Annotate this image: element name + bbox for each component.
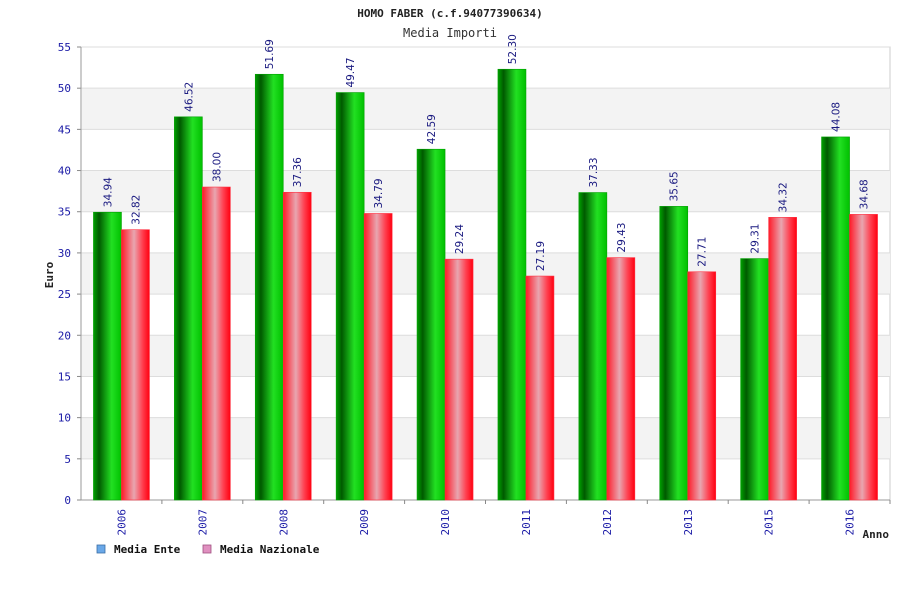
x-tick-label-2007: 2007 bbox=[196, 509, 209, 536]
x-tick-label-2009: 2009 bbox=[358, 509, 371, 536]
legend-swatch-media-ente bbox=[96, 544, 106, 554]
data-label-media-ente-2009: 49.47 bbox=[345, 57, 357, 87]
bar-media-nazionale-2010 bbox=[444, 258, 474, 501]
grid-band bbox=[82, 88, 890, 130]
bar-media-ente-2012 bbox=[578, 192, 608, 501]
y-tick-label: 40 bbox=[58, 165, 71, 178]
bar-media-ente-2015 bbox=[740, 258, 769, 501]
bar-media-ente-2007 bbox=[174, 116, 203, 501]
y-tick-label: 5 bbox=[64, 453, 71, 466]
bar-media-ente-2010 bbox=[416, 148, 446, 501]
x-tick-label-2015: 2015 bbox=[763, 509, 776, 536]
bar-media-nazionale-2015 bbox=[768, 217, 797, 501]
legend-label-media-ente: Media Ente bbox=[114, 543, 181, 556]
bar-media-nazionale-2012 bbox=[606, 257, 636, 501]
bar-media-nazionale-2009 bbox=[363, 213, 393, 501]
bar-media-nazionale-2006 bbox=[121, 229, 150, 501]
y-axis-label: Euro bbox=[43, 261, 56, 288]
y-tick-label: 20 bbox=[58, 329, 71, 342]
data-label-media-ente-2008: 51.69 bbox=[264, 39, 276, 69]
bar-media-nazionale-2007 bbox=[202, 186, 231, 501]
x-tick-label-2011: 2011 bbox=[520, 509, 533, 536]
bar-media-ente-2016 bbox=[821, 136, 850, 501]
bar-media-ente-2011 bbox=[497, 68, 527, 501]
y-tick-label: 50 bbox=[58, 82, 71, 95]
y-tick-label: 30 bbox=[58, 247, 71, 260]
y-tick-label: 25 bbox=[58, 288, 71, 301]
data-label-media-nazionale-2009: 34.79 bbox=[373, 178, 385, 208]
legend-swatch-media-nazionale bbox=[202, 544, 212, 554]
data-label-media-nazionale-2012: 29.43 bbox=[616, 223, 628, 253]
legend-label-media-nazionale: Media Nazionale bbox=[220, 543, 320, 556]
bar-media-ente-2008 bbox=[254, 73, 284, 501]
y-tick-label: 35 bbox=[58, 206, 71, 219]
bar-media-ente-2006 bbox=[93, 211, 122, 501]
y-tick-label: 10 bbox=[58, 412, 71, 425]
data-label-media-nazionale-2008: 37.36 bbox=[292, 157, 304, 187]
chart-subtitle: Media Importi bbox=[403, 26, 497, 40]
data-label-media-nazionale-2006: 32.82 bbox=[130, 195, 142, 225]
data-label-media-ente-2006: 34.94 bbox=[102, 177, 114, 207]
x-tick-label-2013: 2013 bbox=[682, 509, 695, 536]
bar-media-ente-2009 bbox=[335, 92, 365, 501]
data-label-media-nazionale-2016: 34.68 bbox=[859, 179, 871, 209]
data-label-media-ente-2016: 44.08 bbox=[831, 102, 843, 132]
y-tick-label: 15 bbox=[58, 370, 71, 383]
data-label-media-nazionale-2010: 29.24 bbox=[454, 224, 466, 254]
bar-media-ente-2013 bbox=[659, 206, 689, 501]
legend: Media Ente Media Nazionale bbox=[96, 543, 320, 556]
bar-media-nazionale-2016 bbox=[849, 214, 878, 501]
x-tick-label-2012: 2012 bbox=[601, 509, 614, 536]
bar-media-nazionale-2008 bbox=[282, 191, 312, 501]
data-label-media-ente-2011: 52.30 bbox=[507, 34, 519, 64]
bar-media-nazionale-2011 bbox=[525, 275, 555, 501]
y-tick-label: 45 bbox=[58, 123, 71, 136]
bars: 34.94 32.82 46.52 38.00 51.69 37.36 49.47 34.79… bbox=[93, 34, 878, 501]
chart-title: HOMO FABER (c.f.94077390634) bbox=[357, 7, 542, 20]
data-label-media-ente-2015: 29.31 bbox=[750, 224, 762, 254]
x-axis-label: Anno bbox=[863, 528, 890, 541]
bar-media-nazionale-2013 bbox=[687, 271, 717, 501]
data-label-media-ente-2012: 37.33 bbox=[588, 157, 600, 187]
data-label-media-ente-2013: 35.65 bbox=[669, 171, 681, 201]
y-tick-label: 0 bbox=[64, 494, 71, 507]
x-axis-ticks: 2006 2007 2008 2009 2010 2011 2012 2013 2015 2016 bbox=[115, 500, 891, 536]
x-tick-label-2006: 2006 bbox=[115, 509, 128, 536]
x-tick-label-2010: 2010 bbox=[439, 509, 452, 536]
data-label-media-nazionale-2011: 27.19 bbox=[535, 241, 547, 271]
data-label-media-ente-2010: 42.59 bbox=[426, 114, 438, 144]
x-tick-label-2008: 2008 bbox=[277, 509, 290, 536]
data-label-media-ente-2007: 46.52 bbox=[183, 82, 195, 112]
data-label-media-nazionale-2013: 27.71 bbox=[697, 237, 709, 267]
y-tick-label: 55 bbox=[58, 41, 71, 54]
data-label-media-nazionale-2015: 34.32 bbox=[778, 182, 790, 212]
x-tick-label-2016: 2016 bbox=[844, 509, 857, 536]
data-label-media-nazionale-2007: 38.00 bbox=[211, 152, 223, 182]
